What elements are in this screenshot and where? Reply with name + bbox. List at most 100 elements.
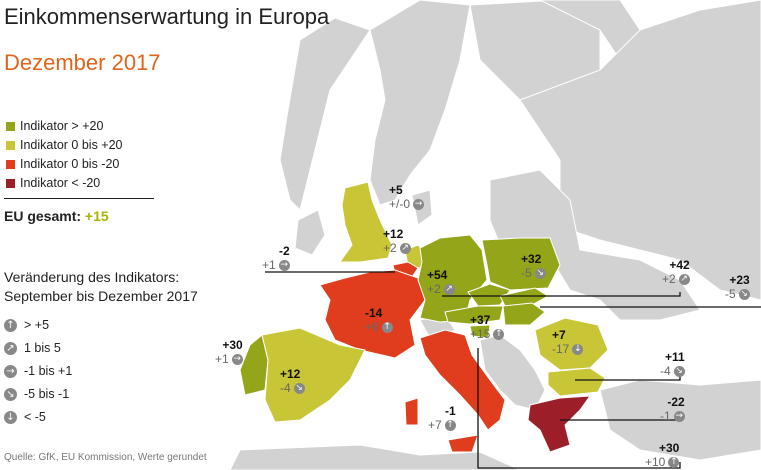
change-legend-label: < -5 [24, 410, 46, 424]
country-change-value: +/-0 [389, 197, 411, 211]
country-change-value: +7 [428, 418, 442, 432]
arrow-up-icon: ↑ [668, 456, 680, 468]
country-change: +/-0 → [389, 197, 425, 211]
legend-swatch [6, 121, 15, 131]
change-legend-label: > +5 [24, 318, 50, 332]
country-change-value: -5 [725, 287, 736, 301]
country-change-value: +2 [383, 241, 397, 255]
country-label-fr: -14 +6 ↑ [365, 306, 393, 334]
arrow-down-right-icon: ↘ [673, 365, 685, 377]
legend-item: Indikator < -20 [6, 176, 100, 190]
change-legend-period: September bis Dezember 2017 [4, 288, 198, 304]
eu-total-label: EU gesamt: [4, 208, 82, 224]
country-label-ro: +7 -17 ↓ [552, 328, 584, 356]
legend-label: Indikator > +20 [20, 119, 104, 133]
country-value: +30 [659, 441, 680, 455]
country-it [419, 329, 506, 431]
arrow-up-icon: ↑ [381, 321, 393, 333]
arrow-up-icon: ↑ [4, 318, 17, 332]
country-change-value: -4 [280, 381, 291, 395]
country-change-value: -5 [521, 266, 532, 280]
country-value: -14 [365, 306, 383, 320]
arrow-up-right-icon: ↗ [678, 273, 690, 285]
leader-lines [265, 271, 761, 469]
country-change-value: +15 [470, 327, 491, 341]
map-title: Einkommenserwartung in Europa [4, 4, 330, 29]
country-label-pl: +32 -5 ↘ [521, 252, 546, 280]
change-legend-item: ↑ > +5 [4, 318, 49, 332]
country-value: +37 [470, 313, 491, 327]
change-legend-label: -5 bis -1 [24, 387, 70, 401]
country-change-value: +1 [262, 258, 276, 272]
change-legend-item: ↗ 1 bis 5 [4, 341, 61, 355]
eu-total-value: +15 [84, 208, 109, 224]
country-value: +5 [389, 183, 403, 197]
map-subtitle: Dezember 2017 [4, 50, 161, 75]
change-legend-item: ↘ -5 bis -1 [4, 387, 69, 401]
change-legend-label: -1 bis +1 [24, 364, 73, 378]
eu-total: EU gesamt: +15 [4, 208, 109, 224]
arrow-right-icon: → [673, 410, 685, 422]
arrow-up-right-icon: ↗ [399, 242, 411, 254]
legend-item: Indikator 0 bis -20 [6, 157, 119, 171]
country-change-value: -1 [660, 409, 671, 423]
country-change: +7 ↑ [428, 418, 456, 432]
country-it-sicily [447, 434, 479, 453]
source-note: Quelle: GfK, EU Kommission, Werte gerund… [4, 452, 207, 463]
country-change-value: -17 [552, 342, 570, 356]
country-change-value: +1 [215, 352, 229, 366]
change-legend-label: 1 bis 5 [24, 341, 61, 355]
country-label-nl: +12 +2 ↗ [383, 227, 411, 255]
country-value: -1 [445, 404, 456, 418]
country-at [444, 305, 504, 325]
arrow-right-icon: → [4, 364, 17, 378]
change-legend-item: → -1 bis +1 [4, 364, 72, 378]
country-change: +1 → [215, 352, 243, 366]
country-label-pt: +30 +1 → [215, 338, 243, 366]
legend-label: Indikator 0 bis +20 [20, 138, 123, 152]
country-value: +30 [222, 338, 243, 352]
country-change: -4 ↘ [660, 364, 685, 378]
country-change: +1 → [262, 258, 290, 272]
arrow-right-icon: → [278, 259, 290, 271]
country-value: +23 [729, 273, 750, 287]
country-change-value: +2 [427, 282, 441, 296]
arrow-right-icon: → [413, 198, 425, 210]
legend-swatch [6, 159, 15, 169]
country-label-de: +54 +2 ↗ [427, 268, 455, 296]
country-change: +10 ↑ [645, 455, 680, 469]
country-change: -1 → [660, 409, 685, 423]
change-legend-title: Veränderung des Indikators: September bi… [4, 268, 198, 306]
country-label-es: +12 -4 ↘ [280, 367, 305, 395]
arrow-down-icon: ↓ [572, 343, 584, 355]
country-it-sardinia [404, 397, 419, 426]
arrow-right-icon: → [231, 353, 243, 365]
country-label-si: +30 +10 ↑ [645, 441, 680, 469]
country-change-value: -4 [660, 364, 671, 378]
country-change-value: +6 [365, 320, 379, 334]
legend-swatch [6, 140, 15, 150]
arrow-up-icon: ↑ [444, 419, 456, 431]
legend-label: Indikator 0 bis -20 [20, 157, 120, 171]
country-uk [339, 181, 393, 263]
country-value: -22 [667, 395, 685, 409]
legend-swatch [6, 178, 15, 188]
arrow-down-right-icon: ↘ [293, 382, 305, 394]
change-legend-heading: Veränderung des Indikators: [4, 269, 180, 285]
arrow-up-right-icon: ↗ [443, 283, 455, 295]
arrow-up-icon: ↑ [493, 328, 505, 340]
arrow-down-icon: ↓ [4, 410, 17, 424]
arrow-down-right-icon: ↘ [738, 288, 750, 300]
country-value: +12 [280, 367, 301, 381]
country-change: -5 ↘ [725, 287, 750, 301]
country-change: +2 ↗ [662, 272, 690, 286]
country-si [469, 324, 491, 339]
country-change: -4 ↘ [280, 381, 305, 395]
country-change: -17 ↓ [552, 342, 584, 356]
covered-countries [239, 181, 609, 453]
country-value: +12 [383, 227, 404, 241]
legend-item: Indikator 0 bis +20 [6, 138, 123, 152]
country-change: +2 ↗ [427, 282, 455, 296]
country-value: +11 [664, 350, 685, 364]
country-change: +2 ↗ [383, 241, 411, 255]
